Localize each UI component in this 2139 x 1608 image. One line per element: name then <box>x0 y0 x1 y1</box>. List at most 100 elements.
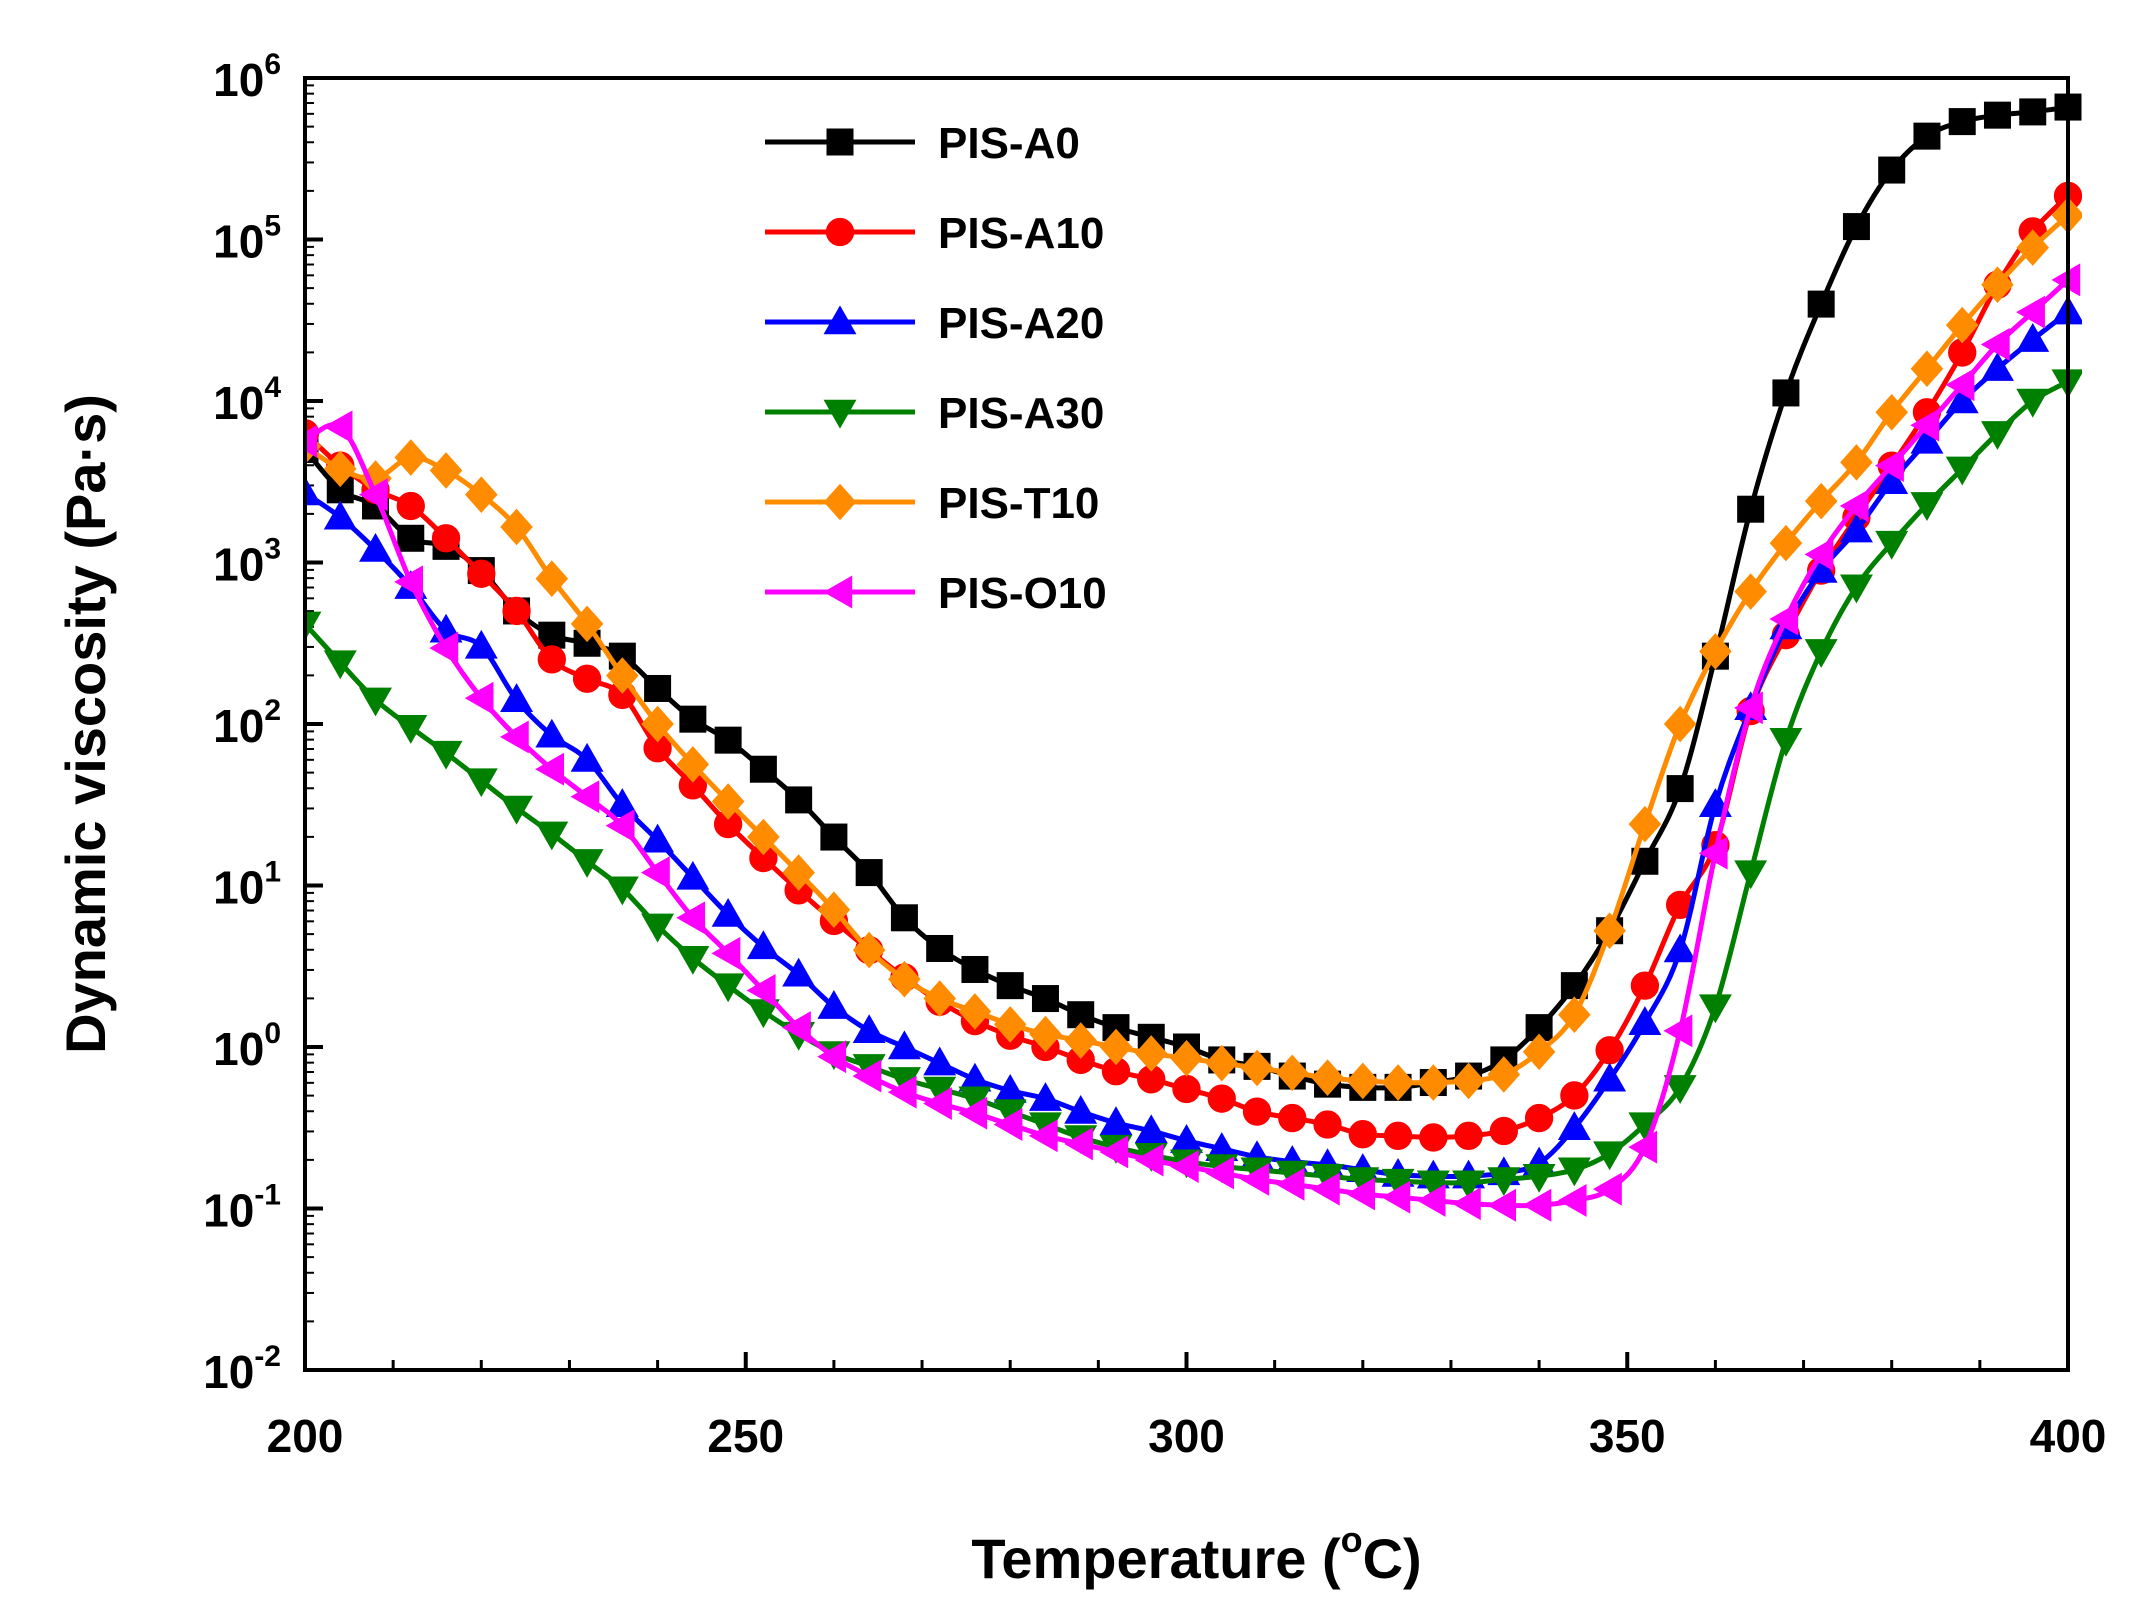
data-point <box>1311 1059 1344 1096</box>
data-point <box>923 1087 952 1120</box>
y-tick-label: 104 <box>213 371 281 429</box>
data-point <box>996 972 1024 1000</box>
data-point <box>323 410 353 444</box>
data-point <box>676 746 710 783</box>
data-point <box>823 483 857 521</box>
data-point <box>1064 1127 1093 1161</box>
data-point <box>1028 1082 1062 1111</box>
data-point <box>1945 368 1975 402</box>
data-point <box>1666 775 1694 803</box>
data-point <box>1064 1022 1097 1059</box>
data-point <box>396 491 425 521</box>
y-tick-label: 103 <box>213 533 281 591</box>
data-point <box>1416 1170 1450 1200</box>
legend-label: PIS-A0 <box>938 119 1080 168</box>
data-point <box>397 524 425 552</box>
data-point <box>1839 574 1873 604</box>
data-point <box>1489 1116 1518 1146</box>
data-point <box>1134 1143 1164 1177</box>
data-point <box>823 399 857 429</box>
data-point <box>1875 465 1909 494</box>
data-point <box>1910 492 1944 521</box>
data-point <box>605 809 635 843</box>
data-point <box>1630 971 1660 1000</box>
series-pis-t10 <box>305 196 2082 1101</box>
data-point <box>923 1046 957 1076</box>
legend-item: PIS-A30 <box>765 389 1104 438</box>
y-tick-label: 102 <box>213 694 281 752</box>
data-point <box>1557 1183 1587 1217</box>
data-point <box>782 1011 811 1045</box>
data-point <box>676 901 706 935</box>
data-point <box>323 500 357 530</box>
data-point <box>746 974 776 1007</box>
data-point <box>823 305 857 335</box>
data-point <box>358 478 388 512</box>
data-point <box>1170 1040 1203 1077</box>
data-point <box>1981 352 2014 381</box>
legend-label: PIS-T10 <box>938 479 1099 528</box>
data-point <box>1945 384 1979 414</box>
data-point <box>1452 1062 1485 1100</box>
data-point <box>1769 602 1799 636</box>
data-point <box>1804 537 1834 571</box>
data-point <box>711 783 745 820</box>
data-point <box>641 913 675 943</box>
data-point <box>1663 1014 1693 1048</box>
data-point <box>1029 1015 1062 1053</box>
data-point <box>1593 1141 1627 1171</box>
data-point <box>2016 388 2050 418</box>
data-point <box>785 786 813 814</box>
data-point <box>747 818 780 856</box>
data-point <box>1310 1172 1340 1206</box>
data-point <box>1031 985 1059 1013</box>
data-point <box>1663 933 1697 963</box>
legend-item: PIS-T10 <box>765 479 1099 528</box>
data-point <box>394 565 423 599</box>
data-point <box>711 973 745 1003</box>
data-point <box>2016 295 2045 329</box>
data-point <box>926 934 954 962</box>
data-point <box>1172 1074 1201 1104</box>
data-point <box>826 128 854 156</box>
data-point <box>464 629 498 659</box>
data-point <box>1981 421 2014 450</box>
data-point <box>1945 306 1979 344</box>
data-point <box>605 876 639 906</box>
data-point <box>1981 266 2014 304</box>
data-point <box>1945 456 1979 486</box>
legend-item: PIS-A10 <box>765 209 1104 258</box>
data-point <box>887 1030 921 1060</box>
data-point <box>782 854 815 891</box>
data-point <box>1913 122 1941 150</box>
data-point <box>1522 1164 1556 1193</box>
x-axis-title: Temperature (oC) <box>971 1519 1421 1590</box>
data-point <box>1346 1177 1375 1211</box>
y-tick-label: 100 <box>213 1017 281 1075</box>
data-point <box>1276 1054 1309 1092</box>
data-point <box>1524 1103 1554 1133</box>
data-point <box>538 621 566 649</box>
data-point <box>711 897 745 927</box>
data-point <box>1381 1180 1411 1214</box>
data-point <box>823 575 853 609</box>
data-point <box>782 957 816 987</box>
data-point <box>1452 1170 1486 1200</box>
data-point <box>1807 290 1835 318</box>
data-point <box>1416 1183 1446 1217</box>
data-point <box>500 683 534 712</box>
data-point <box>961 955 989 983</box>
data-point <box>1983 101 2011 129</box>
data-point <box>323 450 357 488</box>
data-point <box>749 755 777 783</box>
y-tick-label: 106 <box>213 48 281 106</box>
data-point <box>641 705 674 743</box>
data-point <box>640 856 670 890</box>
data-point <box>323 650 357 680</box>
x-tick-label: 400 <box>2030 1410 2107 1462</box>
data-point <box>820 823 848 851</box>
data-point <box>1593 1062 1627 1092</box>
data-point <box>429 740 463 770</box>
x-tick-label: 250 <box>707 1410 784 1462</box>
